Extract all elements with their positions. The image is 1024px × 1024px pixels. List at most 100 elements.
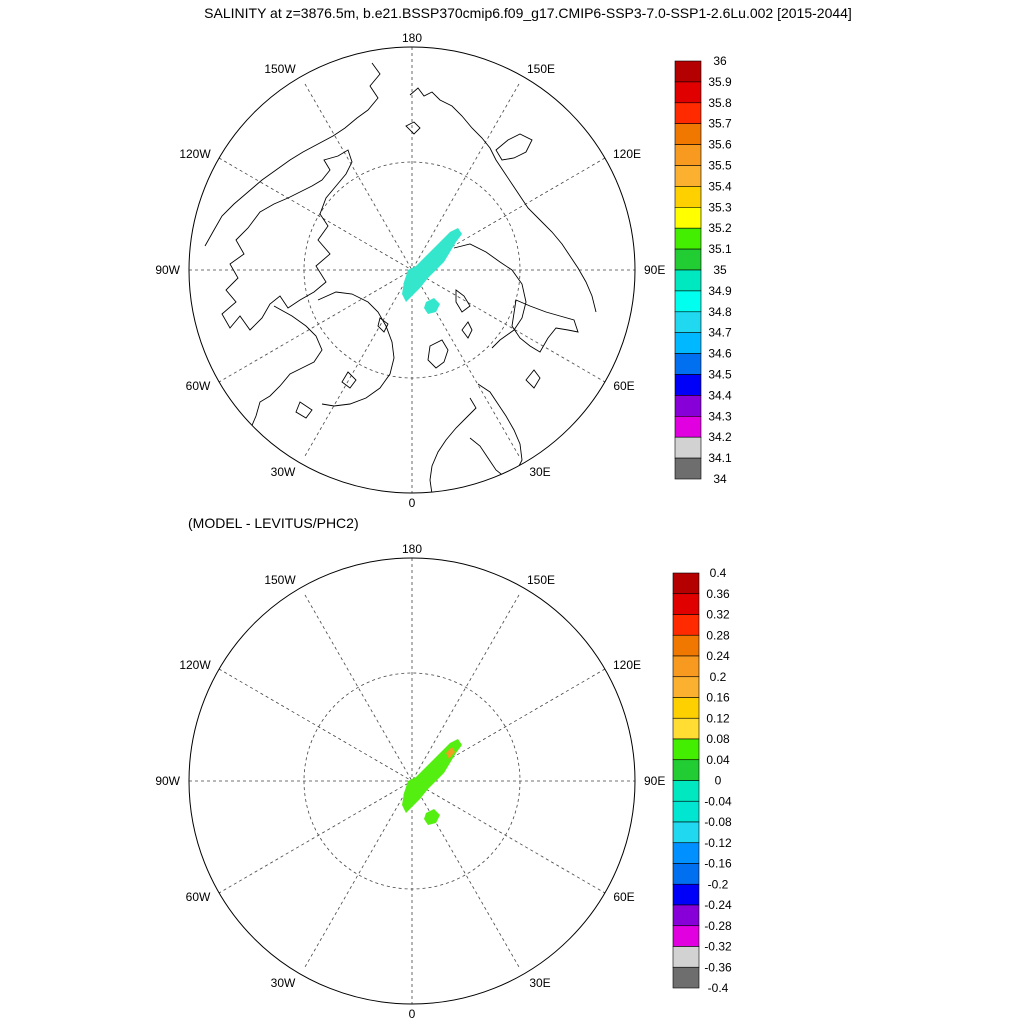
colorbar-label: 34.9	[708, 284, 732, 298]
colorbar-swatch	[672, 717, 700, 740]
colorbar-swatch	[672, 572, 700, 595]
colorbar-swatch	[674, 269, 702, 292]
lon-label: 0	[409, 496, 416, 510]
lon-label: 120E	[613, 658, 641, 672]
colorbar-swatch	[674, 186, 702, 208]
colorbar-swatch	[672, 821, 700, 844]
map-border	[188, 46, 636, 494]
colorbar-label: -0.04	[704, 794, 732, 808]
colorbar-swatch	[674, 227, 702, 250]
colorbar-label: 35.3	[708, 200, 732, 214]
lon-label: 30W	[271, 465, 296, 479]
colorbar-swatch	[672, 759, 700, 781]
difference-field	[402, 739, 462, 825]
colorbar-swatch	[672, 966, 700, 989]
colorbar-label: 0.28	[706, 628, 730, 642]
lon-label: 60E	[613, 890, 634, 904]
colorbar-label: 35.4	[708, 179, 732, 193]
warm-anomaly	[446, 747, 455, 759]
colorbar-label: 34.5	[708, 368, 732, 382]
colorbar-swatch	[674, 457, 702, 480]
colorbar-label: 0.24	[706, 649, 730, 663]
longitude-labels: 180 0 90W 90E 150W 150E 120W 120E 60W 60…	[155, 31, 665, 510]
lon-label: 120E	[613, 147, 641, 161]
ridge-patch	[402, 739, 462, 813]
colorbar-label: 0.16	[706, 691, 730, 705]
salinity-colorbar: 36 35.9 35.8 35.7 35.6 35.5 35.4 35.3 35.2 35.1 35…	[674, 54, 732, 486]
colorbar-label: 35.5	[708, 159, 732, 173]
lon-label: 150W	[264, 62, 296, 76]
colorbar-swatch	[672, 883, 700, 906]
colorbar-label: 0.12	[706, 711, 730, 725]
colorbar-label: 34.3	[708, 409, 732, 423]
colorbar-swatch	[674, 415, 702, 438]
colorbar-swatch	[672, 863, 700, 885]
colorbar-label: 35.7	[708, 117, 732, 131]
colorbar-label: 34.6	[708, 347, 732, 361]
coastlines	[205, 574, 596, 1005]
lon-label: 30E	[529, 976, 550, 990]
colorbar-swatch	[674, 436, 702, 459]
lon-label: 90E	[644, 263, 665, 277]
figure-title: SALINITY at z=3876.5m, b.e21.BSSP370cmip…	[204, 5, 852, 21]
colorbar-swatch	[674, 374, 702, 396]
colorbar-swatch	[672, 697, 700, 719]
small-patch	[424, 809, 440, 825]
lon-label: 150E	[527, 573, 555, 587]
colorbar-label: 35.1	[708, 242, 732, 256]
colorbar-label: 0.32	[706, 608, 730, 622]
colorbar-label: 0.4	[710, 566, 727, 580]
colorbar-swatch	[674, 290, 702, 313]
colorbar-label: 0.2	[710, 670, 727, 684]
colorbar-label: -0.24	[704, 898, 732, 912]
lon-label: 90E	[644, 774, 665, 788]
lon-label: 90W	[155, 774, 180, 788]
colorbar-swatch	[672, 593, 700, 615]
colorbar-label: -0.16	[704, 857, 732, 871]
small-patch	[424, 298, 440, 314]
map-border	[188, 557, 636, 1005]
difference-map: 180 0 90W 90E 150W 150E 120W 120E 60W 60…	[155, 542, 732, 1021]
lon-label: 120W	[179, 147, 211, 161]
lon-label: 30E	[529, 465, 550, 479]
lon-label: 180	[402, 542, 422, 556]
lon-label: 150W	[264, 573, 296, 587]
lon-label: 180	[402, 31, 422, 45]
colorbar-swatch	[672, 738, 700, 761]
difference-subtitle: (MODEL - LEVITUS/PHC2)	[188, 515, 359, 531]
colorbar-label: -0.12	[704, 836, 732, 850]
colorbar-label: 35.9	[708, 75, 732, 89]
colorbar-swatch	[672, 946, 700, 968]
lon-label: 120W	[179, 658, 211, 672]
colorbar-swatch	[674, 165, 702, 187]
colorbar-label: 0.04	[706, 753, 730, 767]
colorbar-label: 35	[713, 263, 727, 277]
colorbar-swatch	[674, 102, 702, 125]
colorbar-swatch	[674, 332, 702, 354]
colorbar-swatch	[674, 81, 702, 104]
colorbar-swatch	[674, 353, 702, 375]
colorbar-label: 35.2	[708, 221, 732, 235]
colorbar-label: 36	[713, 54, 727, 68]
lon-label: 60E	[613, 379, 634, 393]
colorbar-swatch	[672, 614, 700, 636]
colorbar-swatch	[674, 123, 702, 145]
colorbar-label: -0.2	[708, 877, 729, 891]
salinity-map: 180 0 90W 90E 150W 150E 120W 120E 60W 60…	[155, 31, 732, 510]
colorbar-swatch	[672, 655, 700, 678]
colorbar-swatch	[674, 144, 702, 166]
colorbar-swatch	[674, 395, 702, 417]
lon-label: 30W	[271, 976, 296, 990]
colorbar-swatch	[672, 800, 700, 823]
colorbar-label: 34.4	[708, 388, 732, 402]
lon-label: 150E	[527, 62, 555, 76]
colorbar-label: 34.7	[708, 326, 732, 340]
colorbar-label: 0.08	[706, 732, 730, 746]
colorbar-swatch	[674, 248, 702, 271]
colorbar-label: 34	[713, 472, 727, 486]
colorbar-label: -0.4	[708, 981, 729, 995]
colorbar-swatch	[672, 676, 700, 698]
coastlines	[204, 62, 597, 493]
colorbar-label: 34.1	[708, 451, 732, 465]
colorbar-swatch	[674, 60, 702, 83]
